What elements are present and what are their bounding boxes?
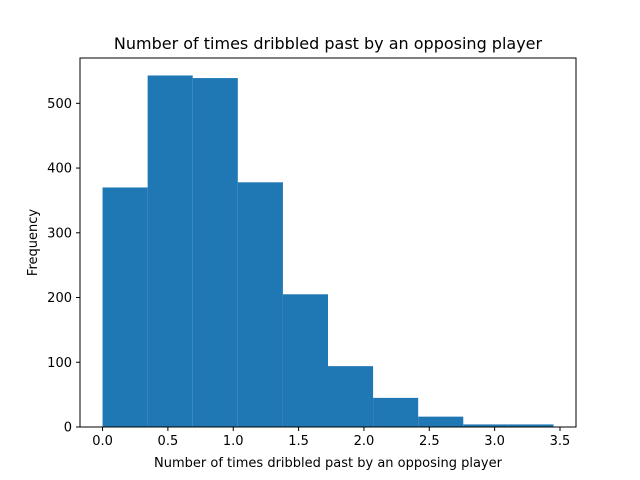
x-tick-label: 0.0 — [92, 434, 113, 449]
histogram-bar — [328, 366, 374, 427]
x-tick-label: 0.5 — [158, 434, 179, 449]
y-tick-label: 500 — [47, 97, 72, 112]
bars-group — [102, 75, 554, 428]
y-tick-label: 300 — [47, 226, 72, 241]
y-axis-ticks: 0 100 200 300 400 500 — [47, 97, 80, 436]
histogram-bar — [508, 424, 554, 427]
histogram-bar — [192, 78, 238, 427]
histogram-bar — [418, 416, 464, 427]
histogram-bar — [237, 182, 283, 427]
x-tick-label: 3.5 — [550, 434, 571, 449]
histogram-bar — [147, 75, 193, 428]
histogram-bar — [282, 294, 328, 427]
x-tick-label: 1.5 — [288, 434, 309, 449]
y-tick-label: 0 — [64, 421, 72, 436]
plot-frame — [79, 57, 577, 428]
y-tick-label: 100 — [47, 356, 72, 371]
histogram-bar — [102, 187, 148, 427]
chart-title: Number of times dribbled past by an oppo… — [114, 34, 543, 53]
histogram-bar — [463, 424, 509, 427]
x-tick-label: 3.0 — [484, 434, 505, 449]
y-tick-label: 400 — [47, 162, 72, 177]
histogram-bar — [373, 397, 419, 427]
x-tick-label: 1.0 — [223, 434, 244, 449]
x-axis-ticks: 0.0 0.5 1.0 1.5 2.0 2.5 3.0 3.5 — [92, 427, 570, 449]
y-axis-title: Frequency — [26, 209, 41, 276]
x-axis-title: Number of times dribbled past by an oppo… — [154, 456, 503, 471]
x-tick-label: 2.5 — [419, 434, 440, 449]
x-tick-label: 2.0 — [354, 434, 375, 449]
y-tick-label: 200 — [47, 291, 72, 306]
